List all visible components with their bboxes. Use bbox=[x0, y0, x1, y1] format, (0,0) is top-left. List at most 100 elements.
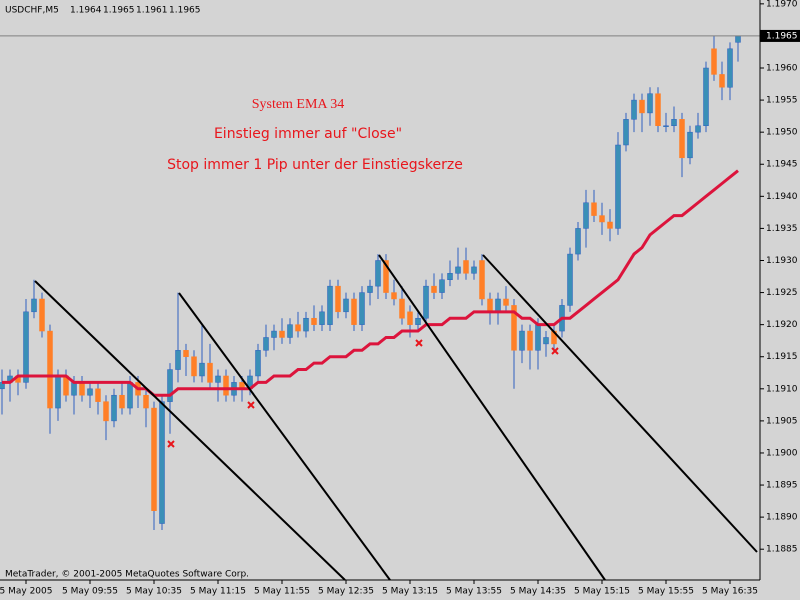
header-close: 1.1965 bbox=[169, 6, 201, 16]
candle-body bbox=[543, 337, 549, 345]
candle-body bbox=[679, 119, 685, 159]
candle-body bbox=[175, 350, 181, 370]
y-tick-label: 1.1955 bbox=[766, 96, 798, 106]
candle-body bbox=[223, 375, 229, 396]
candle-body bbox=[391, 292, 397, 300]
candle-body bbox=[511, 305, 517, 351]
candle-body bbox=[31, 298, 37, 313]
y-tick-label: 1.1935 bbox=[766, 224, 798, 234]
candle-body bbox=[287, 324, 293, 338]
candle-body bbox=[583, 202, 589, 229]
candle-body bbox=[495, 298, 501, 313]
candle-body bbox=[159, 401, 165, 524]
x-tick-label: 5 May 13:15 bbox=[382, 587, 438, 597]
candle-body bbox=[607, 221, 613, 229]
candle-body bbox=[575, 228, 581, 255]
candle-body bbox=[431, 285, 437, 293]
candle-body bbox=[455, 266, 461, 274]
candle-body bbox=[695, 125, 701, 133]
candle-body bbox=[103, 401, 109, 422]
candle-body bbox=[47, 330, 53, 409]
candle-body bbox=[343, 298, 349, 313]
current-price-label: 1.1965 bbox=[766, 31, 798, 41]
stop-marker bbox=[247, 401, 255, 409]
y-tick-label: 1.1885 bbox=[766, 545, 798, 555]
candle-body bbox=[639, 99, 645, 114]
candle-body bbox=[711, 48, 717, 75]
candle-body bbox=[79, 382, 85, 396]
y-tick-label: 1.1910 bbox=[766, 384, 798, 394]
x-tick-label: 5 May 09:55 bbox=[62, 587, 118, 597]
stop-marker bbox=[167, 440, 175, 448]
ema-line bbox=[2, 169, 739, 397]
candle-body bbox=[319, 311, 325, 325]
header-low: 1.1961 bbox=[136, 6, 168, 16]
candle-body bbox=[71, 382, 77, 396]
y-tick-label: 1.1900 bbox=[766, 448, 798, 458]
header-open: 1.1964 bbox=[70, 6, 102, 16]
candle-body bbox=[111, 394, 117, 422]
candle-body bbox=[311, 317, 317, 325]
plot-area bbox=[0, 35, 760, 530]
candle-body bbox=[39, 298, 45, 332]
candle-body bbox=[439, 279, 445, 293]
y-tick-label: 1.1905 bbox=[766, 416, 798, 426]
candle-body bbox=[415, 317, 421, 325]
candle-body bbox=[263, 337, 269, 351]
x-tick-label: 5 May 15:55 bbox=[638, 587, 694, 597]
x-tick-label: 5 May 15:15 bbox=[574, 587, 630, 597]
current-price-box bbox=[760, 29, 800, 42]
x-tick-label: 5 May 12:35 bbox=[318, 587, 374, 597]
x-tick-label: 5 May 11:15 bbox=[190, 587, 246, 597]
candle-body bbox=[215, 375, 221, 383]
candle-body bbox=[599, 215, 605, 223]
candle-body bbox=[591, 202, 597, 216]
candle-body bbox=[359, 292, 365, 325]
y-tick-label: 1.1890 bbox=[766, 513, 798, 523]
y-tick-label: 1.1940 bbox=[766, 192, 798, 202]
candle-body bbox=[279, 330, 285, 338]
candle-body bbox=[663, 125, 669, 128]
candle-body bbox=[151, 407, 157, 511]
candle-body bbox=[127, 382, 133, 409]
symbol: USDCHF,M5 bbox=[5, 6, 59, 16]
trend-line bbox=[482, 254, 758, 553]
y-tick-label: 1.1970 bbox=[766, 0, 798, 9]
candle-body bbox=[23, 311, 29, 383]
stop-marker bbox=[551, 347, 559, 355]
y-tick-label: 1.1920 bbox=[766, 320, 798, 330]
candle-body bbox=[351, 298, 357, 325]
x-tick-label: 5 May 14:35 bbox=[510, 587, 566, 597]
y-tick-label: 1.1960 bbox=[766, 64, 798, 74]
candle-body bbox=[727, 48, 733, 88]
y-tick-label: 1.1950 bbox=[766, 128, 798, 138]
candle-body bbox=[535, 324, 541, 351]
x-tick-label: 5 May 13:55 bbox=[446, 587, 502, 597]
y-tick-label: 1.1930 bbox=[766, 256, 798, 266]
candle-body bbox=[95, 388, 101, 402]
candle-body bbox=[167, 369, 173, 402]
trend-lines bbox=[34, 254, 758, 581]
candle-body bbox=[671, 119, 677, 127]
candle-body bbox=[647, 93, 653, 114]
candle-body bbox=[367, 285, 373, 293]
trend-line bbox=[378, 254, 606, 581]
trend-line bbox=[34, 280, 346, 581]
candle-body bbox=[687, 131, 693, 159]
annotation: Stop immer 1 Pip unter der Einstiegskerz… bbox=[167, 157, 463, 173]
candle-body bbox=[407, 311, 413, 325]
candle-body bbox=[375, 260, 381, 287]
candle-body bbox=[295, 324, 301, 332]
candle-body bbox=[719, 74, 725, 88]
candle-body bbox=[703, 67, 709, 127]
candle-body bbox=[383, 260, 389, 293]
candle-body bbox=[615, 144, 621, 229]
stop-marker bbox=[415, 339, 423, 347]
trend-line bbox=[178, 292, 391, 581]
candle-body bbox=[655, 93, 661, 127]
candle-body bbox=[423, 285, 429, 319]
candle-body bbox=[199, 362, 205, 377]
candle-body bbox=[735, 35, 741, 43]
